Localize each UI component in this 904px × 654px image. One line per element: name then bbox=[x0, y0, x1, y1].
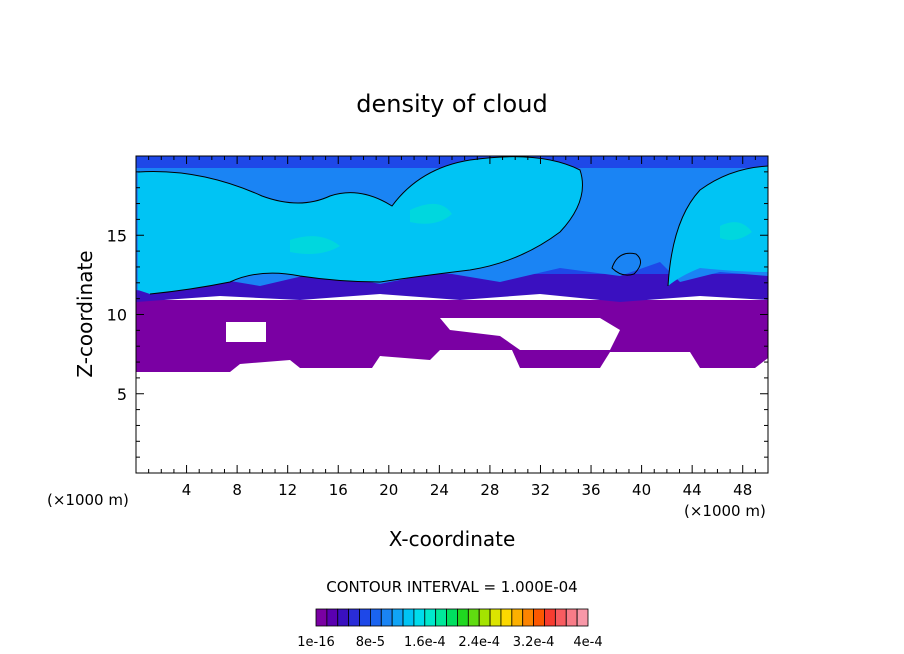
colorbar-swatch bbox=[565, 608, 578, 627]
colorbar-swatch bbox=[402, 608, 415, 627]
x-tick-label: 32 bbox=[531, 481, 550, 499]
x-tick-label: 36 bbox=[581, 481, 600, 499]
colorbar-swatch bbox=[533, 608, 545, 627]
x-axis-unit-left: (×1000 m) bbox=[47, 491, 129, 509]
colorbar-swatch bbox=[489, 608, 502, 627]
colorbar-tick-label: 8e-5 bbox=[356, 635, 385, 650]
colorbar-swatch bbox=[511, 608, 524, 627]
x-tick-label: 40 bbox=[632, 481, 651, 499]
colorbar-tick-label: 3.2e-4 bbox=[513, 635, 555, 650]
colorbar-tick-label: 4e-4 bbox=[573, 635, 602, 650]
y-tick-label: 15 bbox=[107, 226, 127, 245]
x-tick-label: 12 bbox=[278, 481, 297, 499]
cloud-lower-purple-band bbox=[136, 300, 768, 372]
colorbar-swatch bbox=[424, 608, 437, 627]
y-tick-label: 5 bbox=[117, 385, 127, 404]
x-axis-ticks: 4 8 12 16 20 24 28 32 36 40 44 48 bbox=[148, 156, 756, 499]
x-axis-unit-right: (×1000 m) bbox=[684, 502, 766, 520]
contour-interval-label: CONTOUR INTERVAL = 1.000E-04 bbox=[326, 578, 577, 596]
x-tick-label: 20 bbox=[379, 481, 398, 499]
y-tick-label: 10 bbox=[107, 306, 127, 325]
colorbar bbox=[315, 608, 589, 627]
x-axis-label: X-coordinate bbox=[389, 527, 516, 551]
colorbar-swatch bbox=[576, 608, 589, 627]
colorbar-swatch bbox=[380, 608, 393, 627]
x-tick-label: 8 bbox=[232, 481, 242, 499]
colorbar-swatch bbox=[467, 608, 480, 627]
x-tick-label: 44 bbox=[683, 481, 702, 499]
x-tick-label: 16 bbox=[329, 481, 348, 499]
cloud-white-below bbox=[136, 372, 768, 473]
x-tick-label: 48 bbox=[733, 481, 752, 499]
colorbar-labels: 1e-16 8e-5 1.6e-4 2.4e-4 3.2e-4 4e-4 bbox=[297, 635, 602, 650]
colorbar-swatch bbox=[359, 608, 371, 627]
colorbar-tick-label: 1e-16 bbox=[297, 635, 335, 650]
colorbar-swatch bbox=[315, 608, 328, 627]
contour-field bbox=[136, 156, 768, 473]
cloud-cyan-plume-right bbox=[668, 166, 768, 286]
contour-line-left bbox=[137, 156, 583, 295]
cloud-white-gap-left bbox=[226, 322, 266, 342]
colorbar-swatch bbox=[348, 608, 360, 627]
contour-line-loop bbox=[611, 252, 641, 276]
x-tick-label: 4 bbox=[182, 481, 192, 499]
x-tick-label: 28 bbox=[480, 481, 499, 499]
colorbar-swatch bbox=[478, 608, 491, 627]
colorbar-swatch bbox=[326, 608, 339, 627]
colorbar-swatch bbox=[522, 608, 534, 627]
y-axis-ticks: 5 10 15 bbox=[107, 171, 768, 458]
colorbar-tick-label: 2.4e-4 bbox=[458, 635, 500, 650]
colorbar-swatch bbox=[337, 608, 350, 627]
colorbar-swatch bbox=[544, 608, 556, 627]
chart-title: density of cloud bbox=[356, 90, 547, 118]
colorbar-swatch bbox=[457, 608, 469, 627]
y-axis-label: Z-coordinate bbox=[73, 250, 97, 377]
colorbar-tick-label: 1.6e-4 bbox=[404, 635, 446, 650]
colorbar-swatch bbox=[446, 608, 458, 627]
contour-line-right bbox=[667, 165, 768, 287]
colorbar-swatch bbox=[500, 608, 513, 627]
cloud-white-gap-middle bbox=[440, 318, 620, 350]
colorbar-swatch bbox=[435, 608, 447, 627]
colorbar-swatch bbox=[391, 608, 404, 627]
colorbar-swatch bbox=[369, 608, 382, 627]
colorbar-swatch bbox=[413, 608, 426, 627]
x-tick-label: 24 bbox=[430, 481, 449, 499]
colorbar-swatch bbox=[554, 608, 567, 627]
